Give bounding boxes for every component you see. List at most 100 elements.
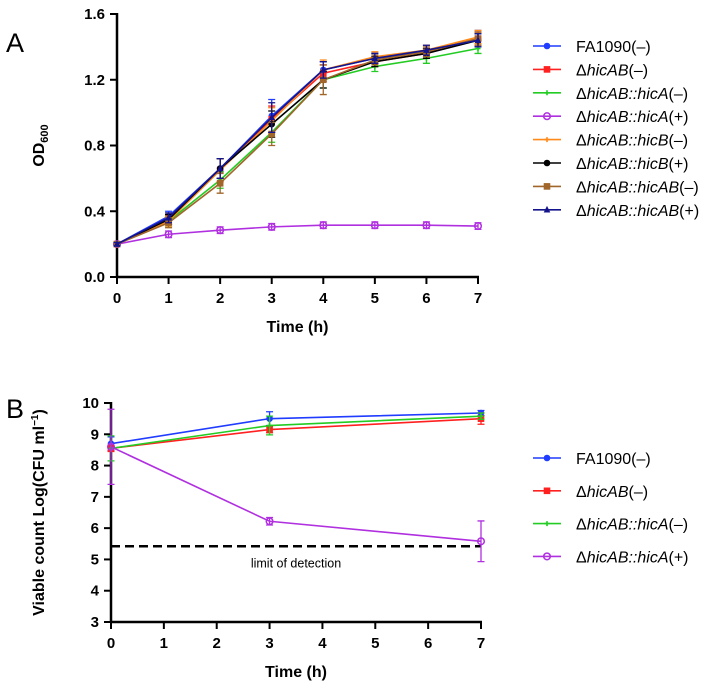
marker-star — [267, 423, 273, 429]
legend-label: ΔhicAB::hicA(–) — [576, 517, 688, 534]
marker-open-circle — [422, 221, 431, 230]
legend-delta: Δ — [576, 179, 587, 196]
x-tick-label: 6 — [422, 290, 430, 307]
legend-delta: Δ — [576, 484, 587, 501]
y-axis-title-end: ) — [31, 409, 48, 414]
marker-square — [268, 130, 276, 138]
legend-item: ΔhicAB::hicAB(–) — [533, 179, 699, 196]
y-tick-label: 0.4 — [84, 203, 106, 220]
y-tick-label: 3 — [91, 614, 99, 631]
marker-open-circle — [370, 221, 379, 230]
legend-item: ΔhicAB::hicB(–) — [533, 133, 688, 150]
marker-triangle — [319, 65, 327, 73]
marker-open-circle — [319, 221, 328, 230]
legend-label: ΔhicAB::hicB(–) — [576, 133, 688, 150]
marker-open-circle — [106, 442, 116, 451]
y-tick-label: 10 — [82, 395, 99, 412]
marker-triangle — [165, 213, 172, 221]
legend-genotype: hicAB::hicA — [587, 86, 669, 103]
series-line — [116, 224, 479, 245]
legend-item: FA1090(–) — [533, 39, 651, 56]
legend-condition: (+) — [669, 156, 689, 173]
series-0 — [107, 409, 485, 452]
legend-item: ΔhicAB::hicA(+) — [533, 109, 689, 126]
series-3 — [106, 408, 486, 563]
x-axis-title: Time (h) — [267, 319, 329, 336]
legend-genotype: hicAB::hicA — [587, 549, 669, 566]
legend-label: ΔhicAB(–) — [576, 62, 648, 79]
y-axis-title-main: Viable count Log(CFU ml — [31, 426, 48, 616]
legend-delta: Δ — [576, 133, 587, 150]
panel-label: A — [6, 28, 24, 58]
legend-condition: (–) — [669, 86, 689, 103]
y-tick-label: 9 — [91, 426, 99, 443]
x-tick-label: 4 — [319, 290, 328, 307]
marker-triangle — [371, 54, 379, 62]
limit-of-detection-label: limit of detection — [251, 556, 341, 570]
marker-star — [544, 137, 550, 143]
legend-delta: Δ — [576, 109, 587, 126]
legend-delta: Δ — [576, 549, 587, 566]
marker-triangle — [474, 36, 482, 43]
marker-circle — [543, 454, 551, 462]
x-axis-title: Time (h) — [265, 664, 327, 681]
x-tick-label: 5 — [371, 635, 379, 652]
legend-condition: (–) — [628, 484, 648, 501]
y-tick-label: 8 — [91, 458, 99, 475]
y-axis-title-superscript: −1 — [30, 414, 41, 426]
y-tick-label: 1.6 — [84, 6, 105, 23]
series-line — [116, 39, 479, 245]
y-tick-label: 6 — [91, 520, 99, 537]
panel-label: B — [6, 394, 24, 424]
marker-open-circle — [542, 552, 552, 561]
legend-genotype: hicAB::hicB — [587, 133, 669, 150]
legend-item: ΔhicAB::hicA(–) — [533, 86, 688, 103]
y-tick-label: 4 — [91, 583, 100, 600]
legend-label: ΔhicAB::hicB(+) — [576, 156, 689, 173]
legend-item: ΔhicAB::hicA(+) — [533, 549, 689, 566]
legend-delta: Δ — [576, 62, 587, 79]
marker-star — [544, 521, 550, 527]
marker-square — [319, 76, 327, 84]
legend-item: ΔhicAB(–) — [533, 484, 648, 501]
y-tick-label: 0.0 — [84, 269, 105, 286]
legend-condition: (–) — [669, 133, 689, 150]
legend-label: ΔhicAB::hicA(+) — [576, 549, 689, 566]
legend-item: FA1090(–) — [533, 451, 651, 468]
series-line — [116, 39, 479, 245]
y-axis-title-main: OD — [31, 143, 48, 167]
legend-delta: Δ — [576, 86, 587, 103]
y-tick-label: 5 — [91, 551, 99, 568]
legend-label: ΔhicAB::hicA(+) — [576, 109, 689, 126]
legend-label: ΔhicAB::hicAB(–) — [576, 179, 699, 196]
legend-item: ΔhicAB::hicA(–) — [533, 517, 688, 534]
legend-genotype: hicAB::hicB — [587, 156, 669, 173]
y-tick-label: 7 — [91, 489, 99, 506]
legend-genotype: hicAB::hicA — [587, 517, 669, 534]
legend-genotype: hicAB — [587, 62, 629, 79]
legend-condition: (+) — [669, 109, 689, 126]
x-tick-label: 1 — [164, 290, 172, 307]
marker-open-circle — [265, 517, 274, 526]
series-line — [110, 446, 482, 543]
legend-item: ΔhicAB::hicB(+) — [533, 156, 689, 173]
x-tick-label: 0 — [107, 635, 115, 652]
marker-square — [216, 180, 224, 187]
legend-delta: Δ — [576, 203, 587, 220]
x-tick-label: 7 — [477, 635, 485, 652]
y-axis-title-subscript: 600 — [39, 124, 51, 142]
x-tick-label: 5 — [371, 290, 379, 307]
marker-circle — [543, 42, 551, 50]
legend-condition: (+) — [669, 549, 689, 566]
marker-open-circle — [216, 226, 225, 235]
x-tick-label: 2 — [213, 635, 221, 652]
series-3 — [112, 221, 483, 249]
marker-triangle — [268, 113, 276, 121]
y-axis-title: Viable count Log(CFU ml−1) — [30, 409, 48, 616]
legend-delta: Δ — [576, 517, 587, 534]
legend-label: FA1090(–) — [576, 39, 651, 56]
x-tick-label: 3 — [268, 290, 276, 307]
marker-open-circle — [476, 537, 486, 546]
legend-genotype: hicAB — [587, 484, 629, 501]
x-tick-label: 4 — [318, 635, 327, 652]
